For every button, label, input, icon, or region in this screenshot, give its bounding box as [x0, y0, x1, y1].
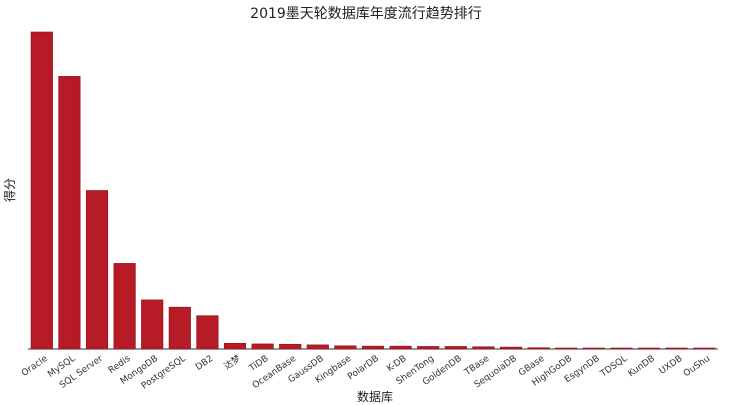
x-tick-label-21: TDSQL — [598, 354, 629, 380]
x-tick-label-12: PolarDB — [346, 354, 381, 383]
x-tick-label-23: UXDB — [658, 354, 685, 377]
bar-13 — [389, 345, 412, 350]
bar-1 — [58, 76, 81, 350]
bar-2 — [85, 190, 109, 350]
bar-8 — [251, 343, 274, 350]
bar-9 — [279, 343, 302, 350]
bar-0 — [30, 31, 53, 350]
bar-23 — [665, 347, 688, 350]
bar-21 — [610, 347, 633, 350]
bar-7 — [223, 342, 247, 350]
bar-19 — [555, 347, 578, 350]
bar-3 — [113, 263, 136, 350]
bar-14 — [417, 346, 440, 350]
bar-10 — [306, 344, 329, 350]
x-tick-label-22: KunDB — [627, 354, 657, 379]
bar-22 — [637, 347, 661, 350]
chart-title: 2019墨天轮数据库年度流行趋势排行 — [250, 6, 482, 22]
x-tick-label-0: Oracle — [20, 354, 50, 379]
bars-group — [30, 31, 716, 350]
bar-6 — [196, 315, 219, 350]
x-tick-label-6: DB2 — [194, 354, 215, 373]
bar-4 — [141, 299, 164, 350]
bar-12 — [361, 345, 385, 350]
x-tick-label-7: 达梦 — [221, 352, 243, 372]
y-axis-label: 得分 — [2, 178, 17, 202]
bar-5 — [168, 306, 191, 350]
bar-18 — [527, 347, 550, 350]
x-axis-label: 数据库 — [357, 389, 393, 404]
bar-17 — [499, 346, 523, 350]
x-tick-label-24: OuShu — [682, 354, 712, 379]
bar-11 — [334, 345, 357, 350]
bar-24 — [693, 347, 716, 350]
bar-20 — [582, 347, 605, 350]
bar-15 — [444, 346, 467, 350]
bar-16 — [472, 346, 495, 350]
